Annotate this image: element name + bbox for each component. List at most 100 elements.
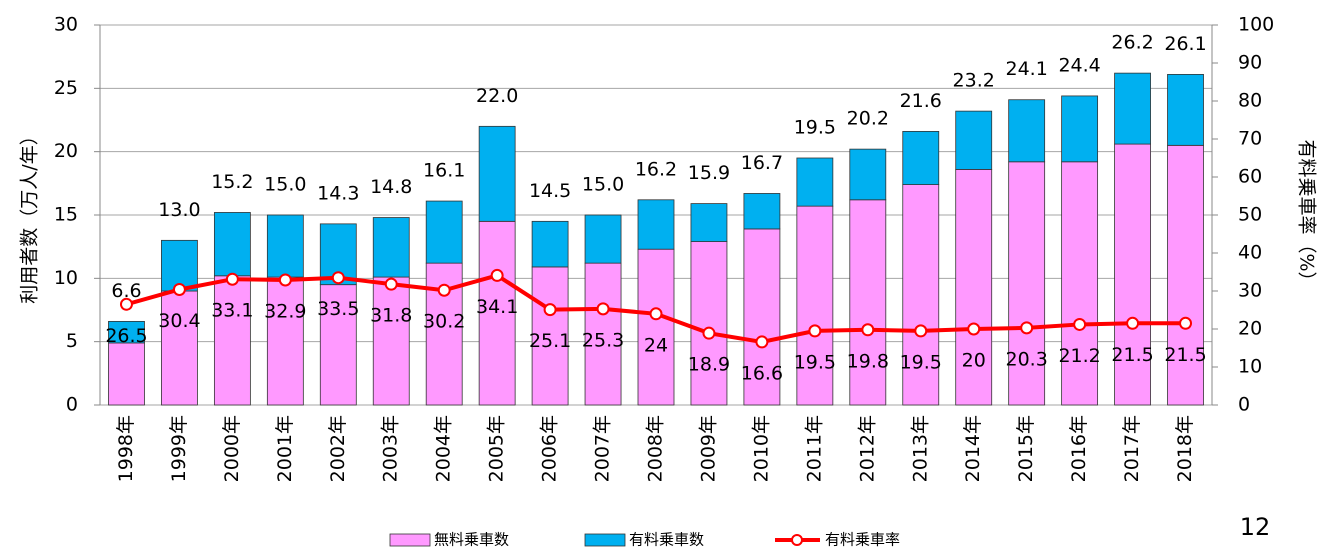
rate-marker [596,302,610,316]
bar-segment [796,205,834,406]
legend-swatch [389,533,431,547]
rate-marker [914,324,928,338]
bar-segment [372,217,410,278]
bar-segment [1008,161,1046,406]
y-tick-label: 0 [66,394,78,416]
x-tick-label: 2015年 [1015,415,1037,482]
rate-label: 25.3 [582,329,624,351]
rate-label: 20.3 [1006,348,1048,370]
legend-label: 有料乗車数 [629,531,704,549]
bar-segment [531,220,569,268]
x-tick-label: 2009年 [697,415,719,482]
bar-segment [1114,72,1151,145]
total-label: 23.2 [953,70,995,92]
rate-marker [543,303,557,317]
x-tick-label: 2017年 [1121,415,1143,482]
rate-label: 21.5 [1164,344,1206,366]
bar-segment [1114,143,1151,406]
rate-label: 21.5 [1111,344,1153,366]
total-label: 16.1 [423,160,465,182]
bar-segment [690,203,728,243]
rate-label: 16.6 [741,362,783,384]
rate-label: 34.1 [476,296,518,318]
x-tick-label: 2005年 [486,415,508,482]
rate-label: 24 [644,334,668,356]
bar-segment [1167,74,1204,146]
y-tick-label: 15 [54,204,78,226]
y-tick-label: 20 [54,140,78,162]
y2-tick-label: 80 [1238,90,1262,112]
y2-tick-label: 40 [1238,242,1262,264]
rate-marker [1073,317,1087,331]
rate-marker [119,297,133,311]
total-label: 14.8 [370,176,412,198]
y2-tick-label: 20 [1238,318,1262,340]
legend-swatch [584,533,626,547]
bar-segment [796,157,834,207]
total-label: 24.4 [1058,54,1100,76]
total-label: 16.7 [741,152,783,174]
rate-marker [702,326,716,340]
rate-marker [384,277,398,291]
rate-label: 19.5 [794,351,836,373]
bar-segment [1008,99,1046,163]
y2-tick-label: 60 [1238,166,1262,188]
legend-label: 有料乗車率 [825,531,900,549]
y-tick-label: 10 [54,267,78,289]
rate-label: 25.1 [529,330,571,352]
x-tick-label: 2007年 [592,415,614,482]
bar-segment [690,241,728,406]
bar-segment [372,276,410,406]
y2-tick-label: 70 [1238,128,1262,150]
total-label: 14.3 [317,182,359,204]
rate-marker [861,323,875,337]
y2-tick-label: 100 [1238,14,1274,36]
bar-segment [319,284,357,406]
bar-segment [478,220,516,406]
bar-segment [1167,144,1204,406]
total-label: 20.2 [847,108,889,130]
rate-label: 26.5 [105,325,147,347]
bar-segment [743,193,781,230]
rate-marker [1020,321,1034,335]
page-number: 12 [1240,513,1271,541]
rate-label: 21.2 [1058,345,1100,367]
bar-segment [531,266,569,406]
bar-segment [902,130,940,185]
rate-marker [1126,316,1140,330]
y2-tick-label: 10 [1238,356,1262,378]
legend-marker [791,534,803,546]
rate-marker [331,271,345,285]
x-tick-label: 2006年 [539,415,561,482]
total-label: 22.0 [476,85,518,107]
total-label: 14.5 [529,180,571,202]
rate-label: 32.9 [264,300,306,322]
x-tick-label: 2003年 [380,415,402,482]
y2-tick-label: 90 [1238,52,1262,74]
bar-segment [1061,95,1099,163]
x-tick-label: 2018年 [1174,415,1196,482]
rate-label: 18.9 [688,354,730,376]
y2-axis-label: 有料乗車率（%） [1296,139,1318,290]
y-tick-label: 25 [54,77,78,99]
x-tick-label: 2001年 [274,415,296,482]
x-tick-label: 2011年 [803,415,825,482]
rate-marker [649,307,663,321]
rate-marker [278,273,292,287]
bar-segment [213,275,251,406]
total-label: 24.1 [1006,58,1048,80]
bar-segment [478,125,516,222]
bar-segment [849,148,887,201]
rate-label: 19.5 [900,351,942,373]
rate-marker [437,283,451,297]
total-label: 13.0 [158,199,200,221]
legend-label: 無料乗車数 [434,531,509,549]
y2-tick-label: 0 [1238,394,1250,416]
bar-segment [743,228,781,406]
total-label: 15.2 [211,171,253,193]
total-label: 21.6 [900,90,942,112]
x-tick-label: 2012年 [856,415,878,482]
total-label: 15.0 [582,174,624,196]
bar-segment [266,276,304,406]
